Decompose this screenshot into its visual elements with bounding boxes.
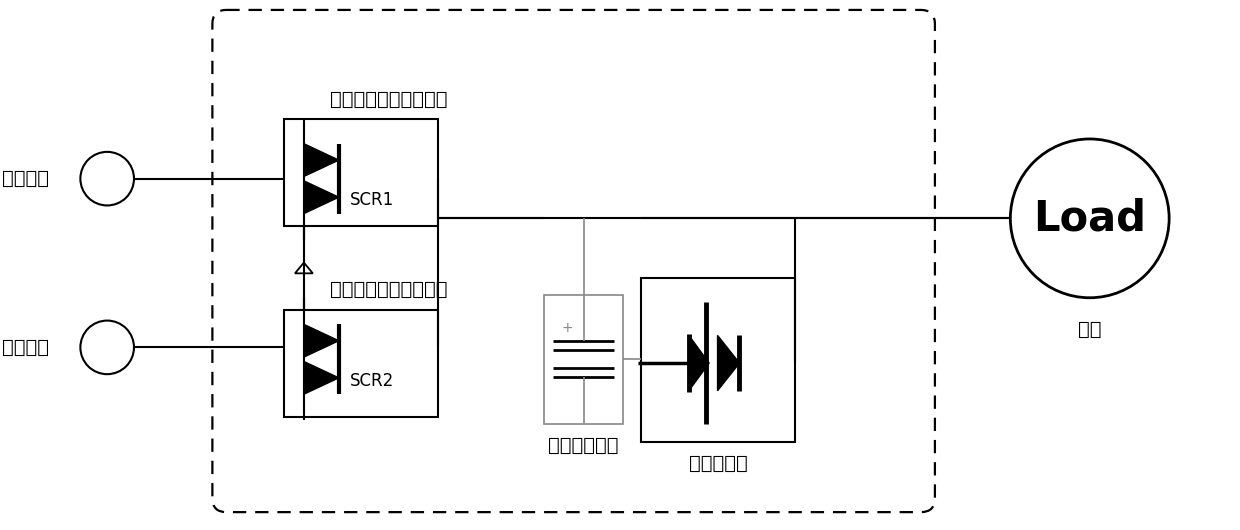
Bar bbox=[284, 119, 438, 226]
Text: 主路电源: 主路电源 bbox=[2, 169, 50, 188]
Polygon shape bbox=[304, 181, 339, 214]
Text: Load: Load bbox=[1033, 197, 1146, 240]
Polygon shape bbox=[718, 335, 739, 391]
Polygon shape bbox=[689, 335, 709, 391]
Text: 机械旁路维修开关单元: 机械旁路维修开关单元 bbox=[330, 280, 448, 299]
Text: SCR1: SCR1 bbox=[350, 191, 394, 209]
Text: 直流储能单元: 直流储能单元 bbox=[548, 436, 619, 455]
Text: 备用电源: 备用电源 bbox=[2, 338, 50, 357]
Bar bbox=[544, 295, 624, 424]
Text: 并联逆变器: 并联逆变器 bbox=[688, 454, 748, 473]
Text: SCR2: SCR2 bbox=[350, 372, 394, 390]
Polygon shape bbox=[304, 144, 339, 176]
Text: 负荷: 负荷 bbox=[1078, 320, 1101, 339]
Bar bbox=[641, 278, 795, 441]
Polygon shape bbox=[304, 361, 339, 394]
Polygon shape bbox=[304, 324, 339, 357]
Bar bbox=[284, 310, 438, 417]
Text: +: + bbox=[562, 321, 574, 334]
Text: 机械旁路维修开关单元: 机械旁路维修开关单元 bbox=[330, 90, 448, 109]
